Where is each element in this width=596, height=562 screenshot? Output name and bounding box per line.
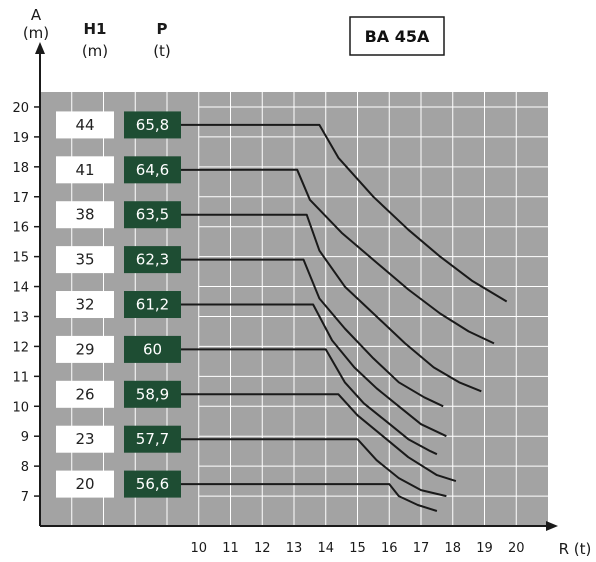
h1-cell [56,156,114,184]
x-tick-label: 12 [254,541,271,556]
h1-column-unit: (m) [82,42,108,60]
chart-title: BA 45A [365,27,430,46]
y-tick-label: 20 [12,101,29,116]
p-value: 63,5 [136,206,169,224]
y-tick-label: 13 [12,310,29,325]
p-value: 61,2 [136,296,169,314]
p-cell [124,291,181,319]
x-tick-label: 16 [381,541,398,556]
load-curve [180,348,438,456]
p-value: 62,3 [136,251,169,269]
h1-cell [56,425,114,453]
p-column-label: P [157,20,168,38]
y-tick-label: 15 [12,251,29,266]
h1-cell [56,201,114,229]
y-axis-ticks: 7 8 9 10 11 12 13 14 15 16 17 18 19 20 [12,101,40,505]
x-tick-label: 10 [190,541,207,556]
load-curve [180,168,495,345]
x-axis-label: R (t) [559,540,592,558]
p-value: 60 [143,340,162,358]
h1-value: 32 [75,296,94,314]
y-tick-label: 12 [12,340,29,355]
load-curve [181,438,447,498]
h1-cell [56,380,114,408]
grid-lines [71,92,548,526]
p-column-unit: (t) [153,42,171,60]
y-tick-label: 9 [21,430,29,445]
p-cell [124,335,181,363]
load-curve [180,393,457,483]
load-curve [180,258,444,408]
x-tick-label: 14 [317,541,334,556]
y-axis-arrow-icon [35,42,45,54]
x-tick-label: 18 [444,541,461,556]
y-tick-label: 17 [12,191,29,206]
y-tick-label: 11 [12,370,29,385]
x-tick-label: 20 [508,541,525,556]
h1-value: 23 [75,430,94,448]
p-value: 56,6 [136,475,169,493]
p-value: 64,6 [136,161,169,179]
h1-value: 26 [75,385,94,403]
p-cell [124,380,181,408]
title-box [349,16,445,56]
h1-value: 41 [75,161,94,179]
y-axis-label: A [31,6,42,24]
h1-value: 29 [75,340,94,358]
x-tick-label: 17 [413,541,430,556]
y-tick-label: 16 [12,221,29,236]
x-tick-label: 15 [349,541,366,556]
load-curves [180,123,508,512]
load-curve [180,303,447,438]
y-tick-label: 19 [12,131,29,146]
x-tick-label: 19 [476,541,493,556]
load-curve [180,213,482,393]
table-cells: 44 65,8 41 64,6 38 63,5 35 62,3 32 61,2 29 60 26 58,9… [56,111,181,498]
p-cell [124,156,181,184]
y-tick-label: 10 [12,400,29,415]
h1-value: 38 [75,206,94,224]
load-curve [180,483,438,512]
p-cell [124,246,181,274]
x-axis-ticks: 10 11 12 13 14 15 16 17 18 19 20 [190,541,524,556]
p-cell [124,111,181,139]
h1-cell [56,291,114,319]
y-axis-unit: (m) [23,24,49,42]
p-cell [124,425,181,453]
h1-value: 20 [75,475,94,493]
h1-column-label: H1 [84,20,107,38]
p-cell [124,470,181,498]
p-value: 57,7 [136,430,169,448]
y-tick-label: 7 [21,490,29,505]
y-tick-label: 14 [12,281,29,296]
y-tick-label: 8 [21,460,29,475]
h1-cell [56,335,114,363]
h1-cell [56,470,114,498]
h1-cell [56,246,114,274]
x-tick-label: 11 [222,541,239,556]
h1-value: 35 [75,251,94,269]
h1-cell [56,111,114,139]
x-axis-arrow-icon [546,521,558,531]
p-value: 65,8 [136,116,169,134]
h1-value: 44 [75,116,94,134]
x-tick-label: 13 [286,541,303,556]
y-tick-label: 18 [12,161,29,176]
load-curve [180,123,508,303]
p-value: 58,9 [136,385,169,403]
p-cell [124,201,181,229]
